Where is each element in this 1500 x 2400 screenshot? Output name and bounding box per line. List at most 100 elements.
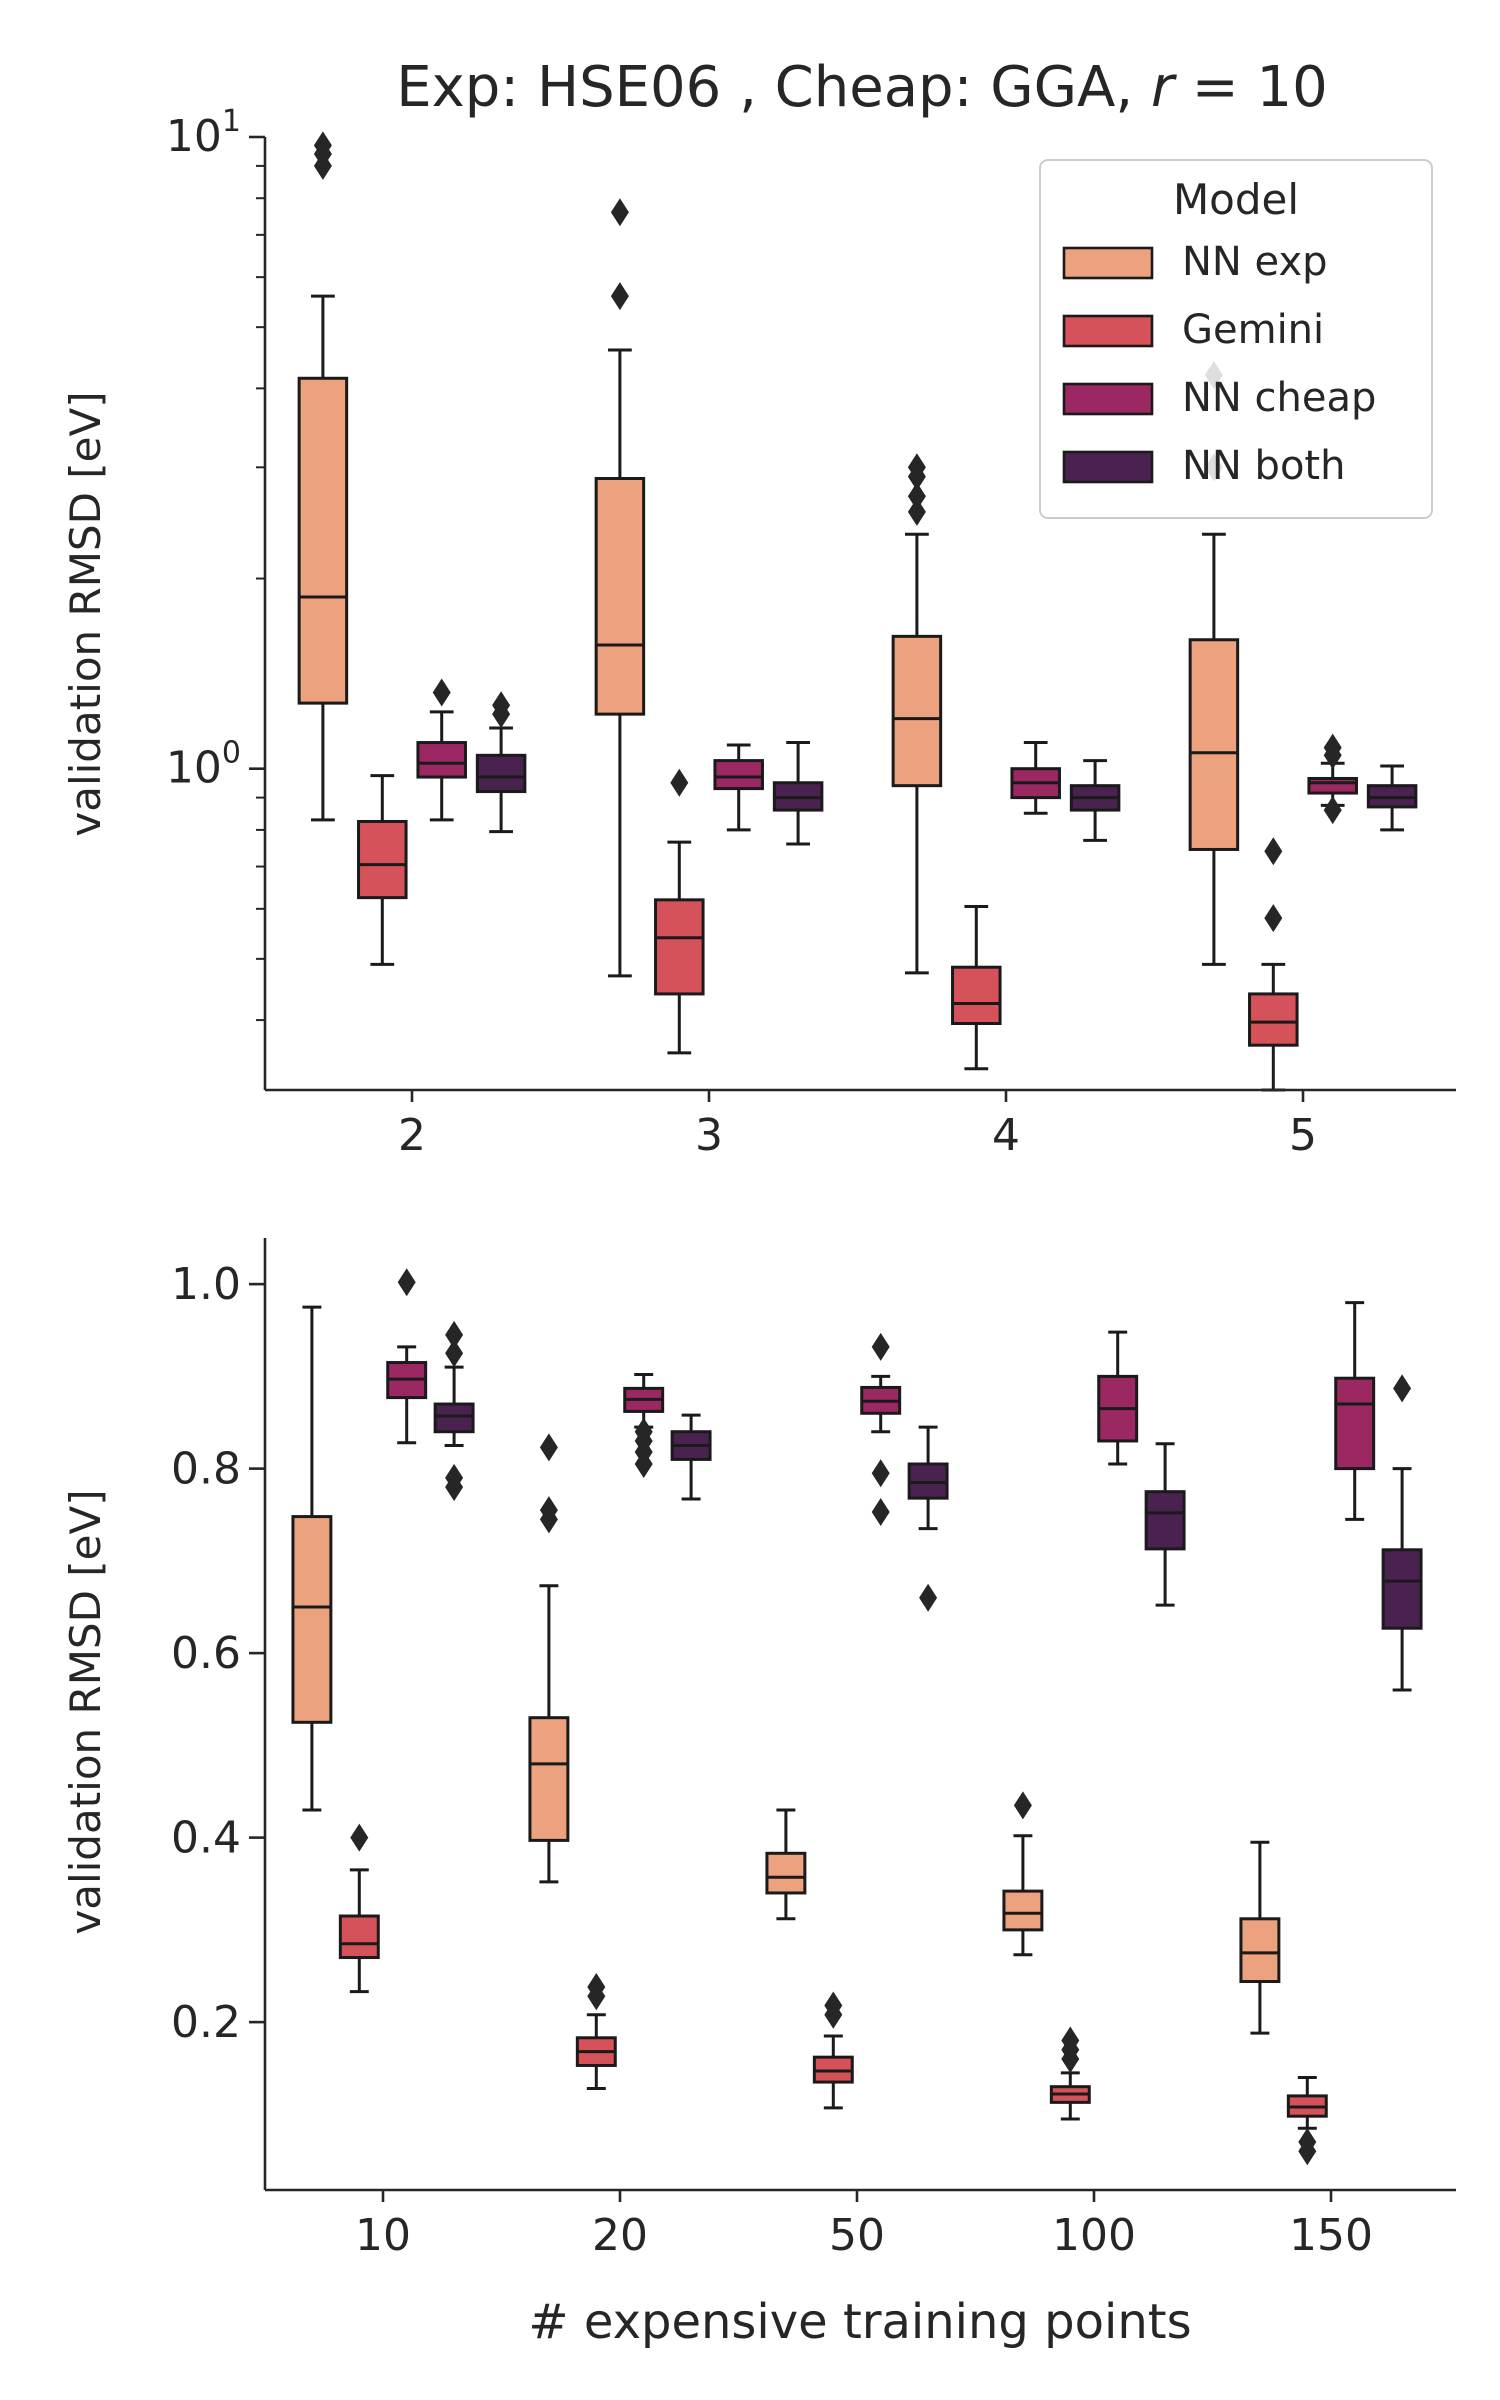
box-nn-cheap-3 [713,743,764,832]
box-nn-both-20 [670,1413,712,1501]
x-tick-label: 5 [1289,1110,1317,1161]
x-tick-label: 2 [398,1110,426,1161]
bottom-plot-area [291,1268,1423,2166]
outlier-marker [445,1463,464,1492]
box-nn-exp-4 [891,453,943,975]
box-gemini-5 [1248,837,1299,1092]
box-nn-both-3 [772,741,824,846]
box-gemini-150 [1286,2075,1328,2166]
legend-title: Model [1173,175,1299,224]
box-body [713,759,764,791]
box-nn-exp-2 [297,131,349,822]
outlier-marker [634,1417,653,1446]
box-body [1144,1490,1186,1551]
box-gemini-4 [951,905,1002,1071]
outlier-marker [871,1332,890,1361]
legend-swatch [1062,314,1154,348]
outlier-marker [1061,2026,1080,2055]
outlier-marker [610,198,629,227]
box-body [475,753,527,794]
box-body [1239,1917,1281,1984]
outlier-marker [871,1497,890,1526]
box-nn-cheap-150 [1334,1301,1376,1521]
box-body [765,1851,807,1895]
box-gemini-10 [338,1823,380,1994]
outlier-marker [539,1496,558,1525]
x-tick-label: 100 [1052,2210,1136,2261]
y-tick-label: 101 [166,104,241,162]
box-nn-cheap-20 [623,1373,665,1479]
box-nn-cheap-100 [1097,1330,1139,1466]
legend-label: NN both [1182,443,1345,489]
y-tick-exponent: 0 [222,736,241,771]
outlier-marker [539,1433,558,1462]
box-gemini-50 [812,1991,854,2110]
bottom-x-axis-label: # expensive training points [528,2294,1191,2350]
box-body [528,1716,570,1842]
legend-swatch [1062,450,1154,484]
x-tick-label: 10 [355,2210,411,2261]
y-tick-base: 10 [166,743,222,794]
title-variable: r [1151,55,1177,120]
legend-label: Gemini [1182,307,1324,353]
x-tick-label: 4 [992,1110,1020,1161]
bottom-axes: 10 20 50 100 150 0.2 0.4 0.6 0.8 1.0 [171,1259,1373,2261]
box-body [951,965,1002,1026]
outlier-marker [1323,733,1342,762]
box-nn-both-100 [1144,1442,1186,1607]
outlier-marker [445,1320,464,1349]
outlier-marker [587,1973,606,2002]
legend-swatch [1062,246,1154,280]
y-tick-label: 100 [166,736,241,794]
box-nn-cheap-5 [1307,733,1358,825]
box-nn-both-5 [1366,764,1418,832]
box-nn-cheap-10 [386,1268,428,1445]
box-gemini-20 [575,1973,617,2091]
box-nn-exp-20 [528,1433,570,1884]
y-tick-label: 0.8 [171,1444,241,1495]
box-nn-exp-10 [291,1305,333,1812]
title-equals: = 10 [1174,55,1328,120]
outlier-marker [907,497,926,526]
legend-label: NN cheap [1182,375,1376,421]
title-prefix: Exp: HSE06 , Cheap: GGA, [396,55,1151,120]
box-body [891,634,943,788]
top-y-axis-label: validation RMSD [eV] [61,391,110,836]
y-tick-exponent: 1 [222,104,241,139]
box-nn-cheap-4 [1010,741,1061,815]
outlier-marker [670,768,689,797]
box-body [1381,1548,1423,1630]
outlier-marker [445,1339,464,1368]
outlier-marker [1264,904,1283,933]
outlier-marker [907,482,926,511]
top-plot-area [297,131,1418,1092]
legend-swatch [1062,382,1154,416]
x-tick-label: 3 [695,1110,723,1161]
box-body [297,376,349,705]
box-body [1188,638,1240,851]
box-nn-both-150 [1381,1374,1423,1692]
box-nn-both-2 [475,691,527,834]
x-tick-label: 20 [592,2210,648,2261]
outlier-marker [1298,2128,1317,2157]
outlier-marker [313,131,332,160]
box-nn-cheap-2 [416,678,467,822]
outlier-marker [432,678,451,707]
outlier-marker [610,282,629,311]
box-body [1307,776,1358,795]
y-tick-base: 10 [166,111,222,162]
outlier-marker [824,1991,843,2020]
outlier-marker [492,691,511,720]
legend: Model NN exp Gemini NN cheap NN both [1039,159,1433,519]
box-body [594,476,646,716]
box-nn-exp-3 [594,198,646,978]
box-nn-exp-150 [1239,1840,1281,2035]
bottom-panel: 10 20 50 100 150 0.2 0.4 0.6 0.8 1.0 validation R… [61,1238,1456,2350]
box-gemini-100 [1049,2026,1091,2121]
outlier-marker [1013,1791,1032,1820]
outlier-marker [397,1268,416,1297]
box-body [654,898,705,996]
